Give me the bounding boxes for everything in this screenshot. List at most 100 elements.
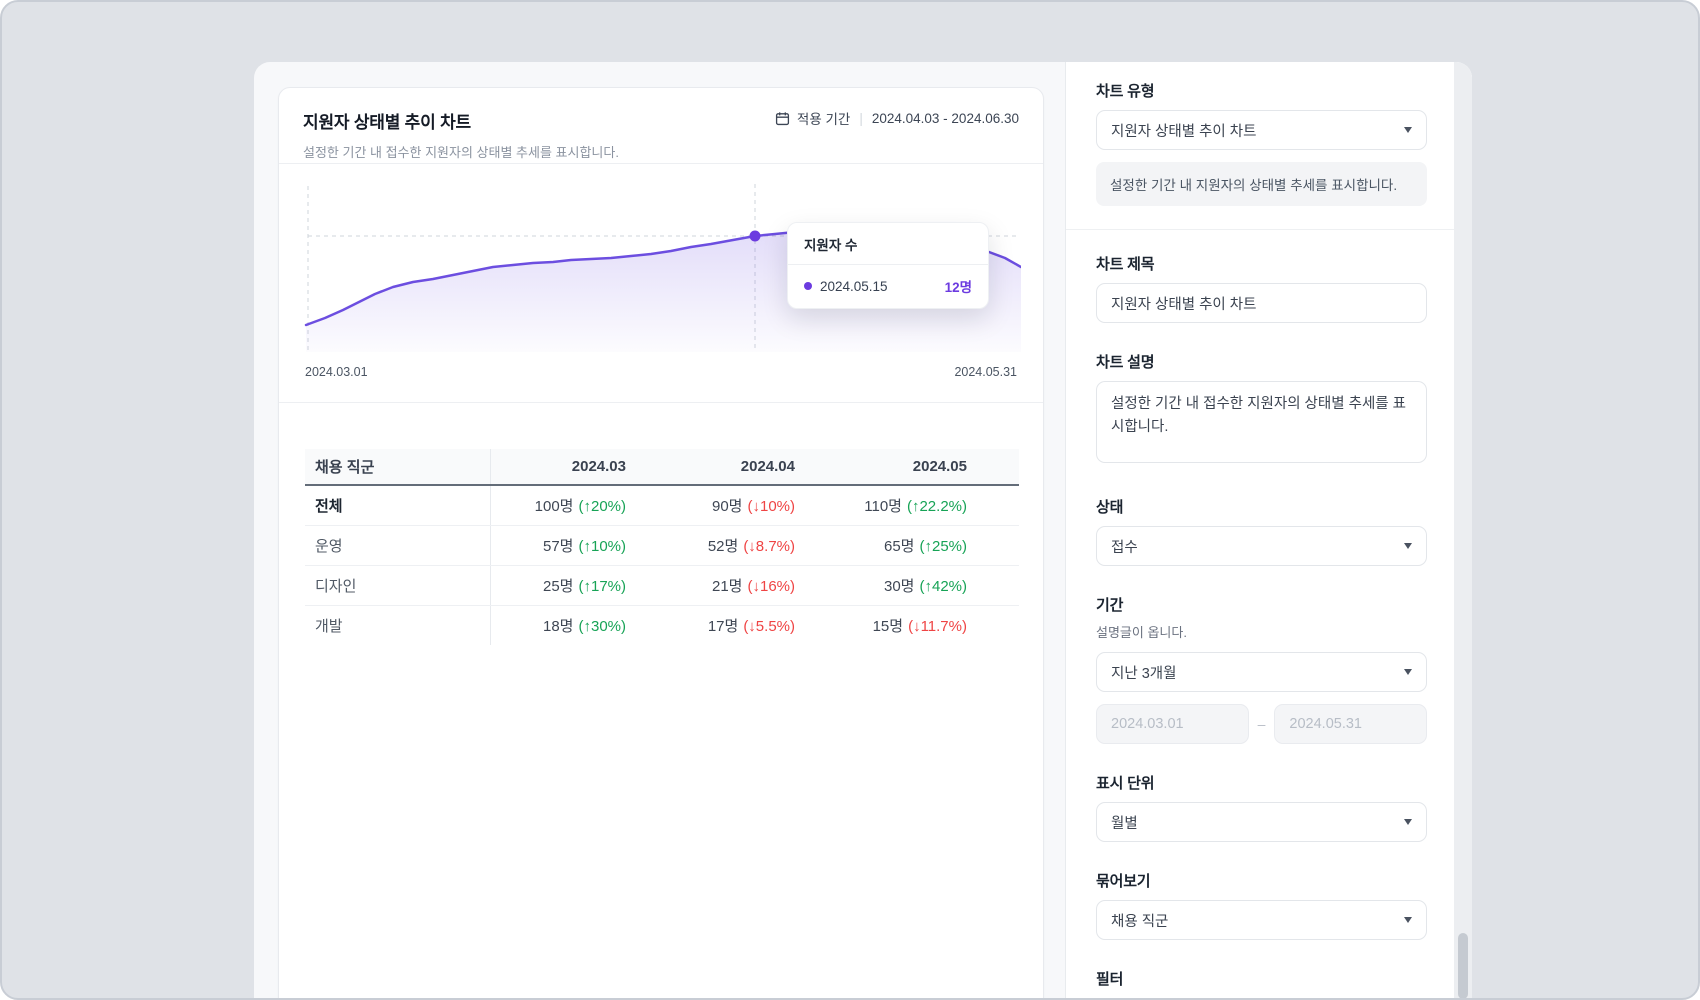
chart-card: 지원자 상태별 추이 차트 설정한 기간 내 접수한 지원자의 상태별 추세를 … xyxy=(278,87,1044,998)
divider xyxy=(788,264,988,265)
display-unit-label: 표시 단위 xyxy=(1096,775,1155,792)
period-end-input[interactable] xyxy=(1274,704,1428,744)
table-cell: 30명 (↑42%) xyxy=(799,565,971,606)
status-select[interactable]: 접수 xyxy=(1096,526,1427,566)
change-badge: (↓11.7%) xyxy=(908,617,967,635)
table-cell: 90명 (↓10%) xyxy=(630,485,799,526)
table-cell: 110명 (↑22.2%) xyxy=(799,485,971,526)
tooltip-value: 12명 xyxy=(944,280,972,295)
column-header-month-1: 2024.03 xyxy=(490,449,630,486)
period-date-range: – xyxy=(1096,704,1428,744)
row-label: 디자인 xyxy=(305,565,491,606)
field-display-unit: 표시 단위 월별 xyxy=(1096,772,1427,842)
hover-point-marker[interactable] xyxy=(749,230,761,242)
chart-type-description: 설정한 기간 내 지원자의 상태별 추세를 표시합니다. xyxy=(1096,162,1427,206)
column-header-job-group: 채용 직군 xyxy=(305,449,491,486)
trend-line-chart[interactable]: 2024.03.01 2024.05.31 지원자 수 2024.05.15 1… xyxy=(279,164,1043,402)
display-unit-value: 월별 xyxy=(1111,815,1138,832)
table-cell: 17명 (↓5.5%) xyxy=(707,617,795,635)
table-cell: 57명 (↑10%) xyxy=(490,525,630,566)
chart-tooltip: 지원자 수 2024.05.15 12명 xyxy=(787,222,989,309)
table-cell: 65명 (↑25%) xyxy=(799,525,971,566)
calendar-icon xyxy=(775,111,790,126)
filter-label: 필터 xyxy=(1096,971,1124,988)
column-header-month-3: 2024.05 xyxy=(799,449,971,486)
date-range-separator: – xyxy=(1257,716,1266,732)
column-header-month-2: 2024.04 xyxy=(630,449,799,486)
row-label: 전체 xyxy=(305,485,491,526)
period-label: 기간 xyxy=(1096,597,1124,614)
period-helper-text: 설명글이 옵니다. xyxy=(1096,625,1187,640)
table-cell: 18명 (↑30%) xyxy=(542,617,626,635)
chart-card-title: 지원자 상태별 추이 차트 xyxy=(303,113,471,132)
chevron-down-icon xyxy=(1404,917,1412,923)
group-by-select[interactable]: 채용 직군 xyxy=(1096,900,1427,940)
x-axis-end-label: 2024.05.31 xyxy=(954,365,1017,379)
divider xyxy=(279,163,1043,164)
applied-period-range: 2024.04.03 - 2024.06.30 xyxy=(871,110,1019,126)
period-select[interactable]: 지난 3개월 xyxy=(1096,652,1427,692)
divider xyxy=(1066,229,1472,230)
field-chart-description: 차트 설명 설정한 기간 내 접수한 지원자의 상태별 추세를 표시합니다. xyxy=(1096,351,1427,468)
chevron-down-icon xyxy=(1404,127,1412,133)
change-badge: (↑42%) xyxy=(919,577,967,595)
period-value: 지난 3개월 xyxy=(1111,665,1177,682)
breakdown-table: 채용 직군 2024.03 2024.04 2024.05 전체 100명 (↑2… xyxy=(305,449,1019,645)
meta-separator: | xyxy=(859,110,863,126)
table-cell: 52명 (↓8.7%) xyxy=(630,525,799,566)
status-label: 상태 xyxy=(1096,499,1124,516)
x-axis-start-label: 2024.03.01 xyxy=(305,365,368,379)
change-badge: (↑30%) xyxy=(578,617,626,635)
breakdown-table-section: 채용 직군 2024.03 2024.04 2024.05 전체 100명 (↑2… xyxy=(279,403,1043,645)
tooltip-row: 2024.05.15 12명 xyxy=(788,265,988,308)
chart-description-textarea[interactable]: 설정한 기간 내 접수한 지원자의 상태별 추세를 표시합니다. xyxy=(1096,381,1427,463)
group-by-value: 채용 직군 xyxy=(1111,913,1169,930)
tooltip-date: 2024.05.15 xyxy=(820,278,888,294)
change-badge: (↓5.5%) xyxy=(743,617,795,635)
change-badge: (↓10%) xyxy=(747,497,795,515)
field-group-by: 묶어보기 채용 직군 xyxy=(1096,870,1427,940)
table-row: 운영 57명 (↑10%) 52명 (↓8.7%) 65명 (↑25%) xyxy=(305,525,1019,566)
change-badge: (↑17%) xyxy=(578,577,626,595)
change-badge: (↑10%) xyxy=(578,537,626,555)
chevron-down-icon xyxy=(1404,819,1412,825)
sidebar-scrollbar-track[interactable] xyxy=(1454,62,1472,998)
field-status: 상태 접수 xyxy=(1096,496,1427,566)
field-filter: 필터 필터 xyxy=(1096,968,1427,998)
applied-period-meta: 적용 기간 | 2024.04.03 - 2024.06.30 xyxy=(775,108,1019,128)
chart-preview-area: 지원자 상태별 추이 차트 설정한 기간 내 접수한 지원자의 상태별 추세를 … xyxy=(254,62,1065,998)
chart-card-header: 지원자 상태별 추이 차트 설정한 기간 내 접수한 지원자의 상태별 추세를 … xyxy=(279,88,1043,163)
chevron-down-icon xyxy=(1404,669,1412,675)
period-start-input[interactable] xyxy=(1096,704,1249,744)
change-badge: (↓16%) xyxy=(747,577,795,595)
divider xyxy=(279,402,1043,403)
applied-period-label: 적용 기간 xyxy=(796,112,851,127)
chart-settings-sidebar: 차트 유형 지원자 상태별 추이 차트 설정한 기간 내 지원자의 상태별 추세… xyxy=(1065,62,1472,998)
x-axis-labels: 2024.03.01 2024.05.31 xyxy=(303,365,1019,379)
chart-builder-panel: 지원자 상태별 추이 차트 설정한 기간 내 접수한 지원자의 상태별 추세를 … xyxy=(254,62,1472,998)
table-cell: 25명 (↑17%) xyxy=(490,565,630,606)
table-cell: 15명 (↓11.7%) xyxy=(872,617,967,635)
field-chart-title: 차트 제목 xyxy=(1096,253,1427,323)
sidebar-scrollbar-thumb[interactable] xyxy=(1458,933,1468,998)
table-row: 개발 18명 (↑30%) 17명 (↓5.5%) 15명 (↓11.7%) xyxy=(305,605,1019,645)
change-badge: (↑22.2%) xyxy=(906,497,967,515)
chart-type-label: 차트 유형 xyxy=(1096,83,1155,100)
table-row: 전체 100명 (↑20%) 90명 (↓10%) 110명 (↑22.2%) xyxy=(305,485,1019,526)
change-badge: (↓8.7%) xyxy=(743,537,795,555)
row-label: 개발 xyxy=(305,605,491,645)
table-cell: 100명 (↑20%) xyxy=(490,485,630,526)
chart-type-value: 지원자 상태별 추이 차트 xyxy=(1111,123,1257,140)
change-badge: (↑25%) xyxy=(919,537,967,555)
group-by-label: 묶어보기 xyxy=(1096,873,1151,890)
chart-type-select[interactable]: 지원자 상태별 추이 차트 xyxy=(1096,110,1427,150)
change-badge: (↑20%) xyxy=(578,497,626,515)
series-dot-icon xyxy=(804,282,812,290)
display-unit-select[interactable]: 월별 xyxy=(1096,802,1427,842)
table-row: 디자인 25명 (↑17%) 21명 (↓16%) 30명 (↑42%) xyxy=(305,565,1019,606)
chart-description-label: 차트 설명 xyxy=(1096,354,1155,371)
chart-title-input[interactable] xyxy=(1096,283,1427,323)
status-value: 접수 xyxy=(1111,539,1138,556)
table-cell: 21명 (↓16%) xyxy=(630,565,799,606)
